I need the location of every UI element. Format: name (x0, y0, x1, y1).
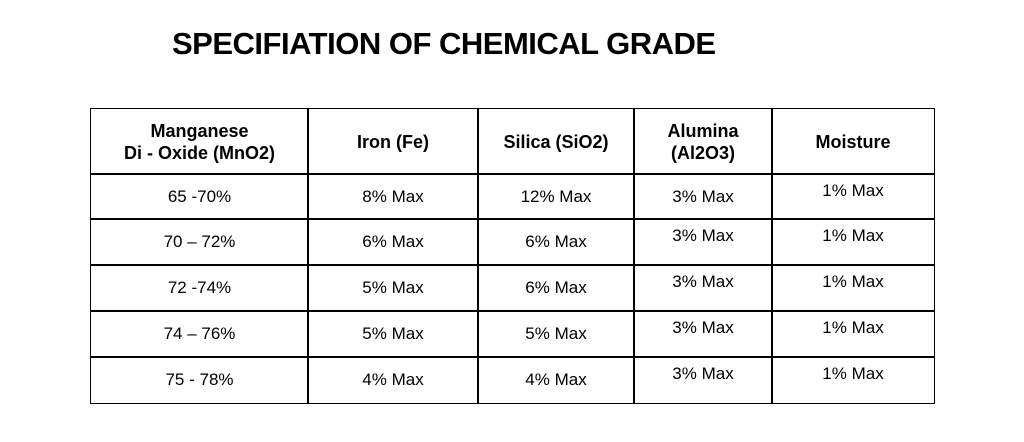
header-text: Di - Oxide (MnO2) (123, 142, 275, 163)
cell-text: 4% Max (362, 370, 424, 389)
table-cell: 72 -74% (90, 264, 309, 312)
table-cell: 4% Max (477, 356, 635, 404)
cell-text: 4% Max (525, 370, 587, 389)
header-text: Moisture (815, 131, 891, 152)
cell-text: 6% Max (362, 232, 424, 251)
header-cell: Alumina (Al2O3) (633, 108, 773, 175)
table-cell: 74 – 76% (90, 310, 309, 358)
cell-text: 6% Max (525, 232, 587, 251)
cell-text: 3% Max (672, 272, 734, 291)
table-cell: 3% Max (633, 356, 773, 404)
table-cell: 3% Max (633, 310, 773, 358)
header-cell: Silica (SiO2) (477, 108, 635, 175)
header-text: Iron (Fe) (357, 131, 429, 152)
cell-text: 5% Max (362, 324, 424, 343)
table-cell: 6% Max (307, 218, 479, 266)
cell-text: 1% Max (822, 181, 884, 200)
cell-text: 70 – 72% (163, 232, 236, 251)
cell-text: 8% Max (362, 186, 424, 206)
header-cell: Iron (Fe) (307, 108, 479, 175)
cell-text: 75 - 78% (165, 370, 234, 389)
cell-text: 1% Max (822, 364, 884, 383)
cell-text: 3% Max (672, 364, 734, 383)
table-cell: 3% Max (633, 264, 773, 312)
cell-text: 65 -70% (167, 186, 232, 206)
cell-text: 5% Max (362, 278, 424, 297)
table-cell: 5% Max (307, 310, 479, 358)
header-cell: Moisture (771, 108, 935, 175)
table-cell: 12% Max (477, 173, 635, 220)
table-cell: 1% Max (771, 173, 935, 220)
cell-text: 12% Max (520, 186, 592, 206)
cell-text: 72 -74% (167, 278, 232, 297)
table-cell: 3% Max (633, 173, 773, 220)
table-cell: 65 -70% (90, 173, 309, 220)
table-cell: 8% Max (307, 173, 479, 220)
cell-text: 6% Max (525, 278, 587, 297)
cell-text: 1% Max (822, 226, 884, 245)
cell-text: 3% Max (672, 226, 734, 245)
cell-text: 74 – 76% (163, 324, 236, 343)
cell-text: 3% Max (672, 186, 734, 206)
header-text: Alumina (667, 120, 739, 141)
table-cell: 1% Max (771, 356, 935, 404)
header-text: (Al2O3) (670, 142, 735, 163)
table-cell: 1% Max (771, 310, 935, 358)
header-text: Silica (SiO2) (503, 131, 609, 152)
table-cell: 4% Max (307, 356, 479, 404)
table-cell: 6% Max (477, 218, 635, 266)
cell-text: 1% Max (822, 272, 884, 291)
table-cell: 1% Max (771, 218, 935, 266)
table-cell: 1% Max (771, 264, 935, 312)
cell-text: 3% Max (672, 318, 734, 337)
document-title: SPECIFIATION OF CHEMICAL GRADE (172, 26, 716, 61)
table-cell: 75 - 78% (90, 356, 309, 404)
header-text: Manganese (150, 120, 249, 141)
header-cell: Manganese Di - Oxide (MnO2) (90, 108, 309, 175)
table-cell: 5% Max (307, 264, 479, 312)
cell-text: 1% Max (822, 318, 884, 337)
table-cell: 3% Max (633, 218, 773, 266)
table-cell: 6% Max (477, 264, 635, 312)
table-cell: 70 – 72% (90, 218, 309, 266)
cell-text: 5% Max (525, 324, 587, 343)
table-cell: 5% Max (477, 310, 635, 358)
